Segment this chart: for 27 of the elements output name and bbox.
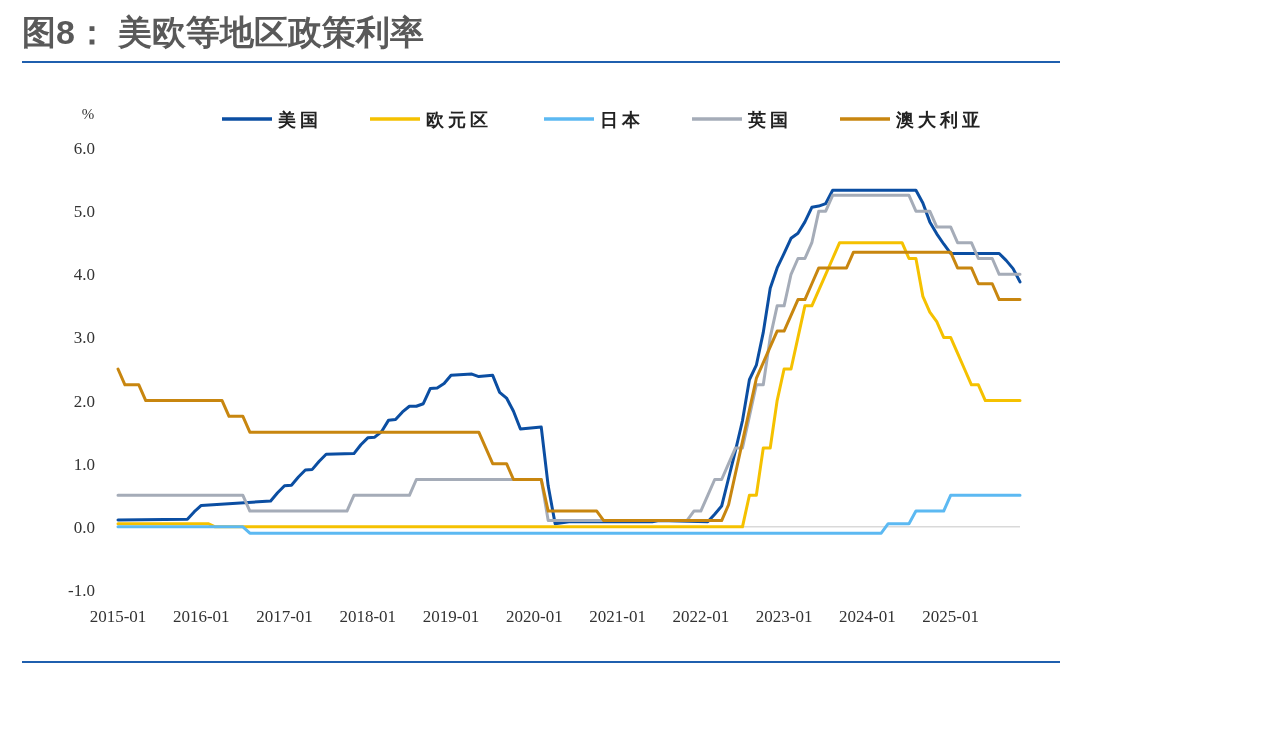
x-tick-label: 2017-01 bbox=[256, 607, 313, 626]
chart-title: 图8： 美欧等地区政策利率 bbox=[22, 13, 425, 51]
legend-label: 日本 bbox=[600, 110, 644, 130]
x-tick-label: 2022-01 bbox=[672, 607, 730, 626]
x-tick-label: 2018-01 bbox=[339, 607, 397, 626]
line-series bbox=[116, 493, 1022, 535]
y-tick-label: -1.0 bbox=[68, 581, 95, 600]
legend-label: 英国 bbox=[747, 110, 792, 130]
y-axis-title: % bbox=[81, 106, 95, 122]
y-tick-label: 2.0 bbox=[73, 391, 95, 411]
x-tick-label: 2020-01 bbox=[505, 607, 563, 626]
y-tick-label: 0.0 bbox=[73, 517, 95, 537]
x-tick-label: 2016-01 bbox=[172, 607, 230, 626]
legend-label: 欧元区 bbox=[426, 110, 492, 130]
x-tick-label: 2023-01 bbox=[755, 607, 813, 626]
x-tick-label: 2024-01 bbox=[839, 607, 896, 626]
x-tick-label: 2015-01 bbox=[89, 607, 147, 626]
y-tick-label: 1.0 bbox=[73, 454, 95, 474]
y-tick-label: 5.0 bbox=[73, 202, 95, 222]
legend-label: 澳大利亚 bbox=[895, 110, 984, 130]
x-tick-label: 2021-01 bbox=[589, 607, 646, 626]
legend-label: 美国 bbox=[277, 110, 322, 130]
y-tick-label: 3.0 bbox=[73, 328, 95, 348]
x-tick-label: 2019-01 bbox=[422, 607, 480, 626]
y-tick-label: 4.0 bbox=[73, 265, 95, 285]
y-tick-label: 6.0 bbox=[73, 139, 95, 158]
x-tick-label: 2025-01 bbox=[922, 607, 979, 626]
